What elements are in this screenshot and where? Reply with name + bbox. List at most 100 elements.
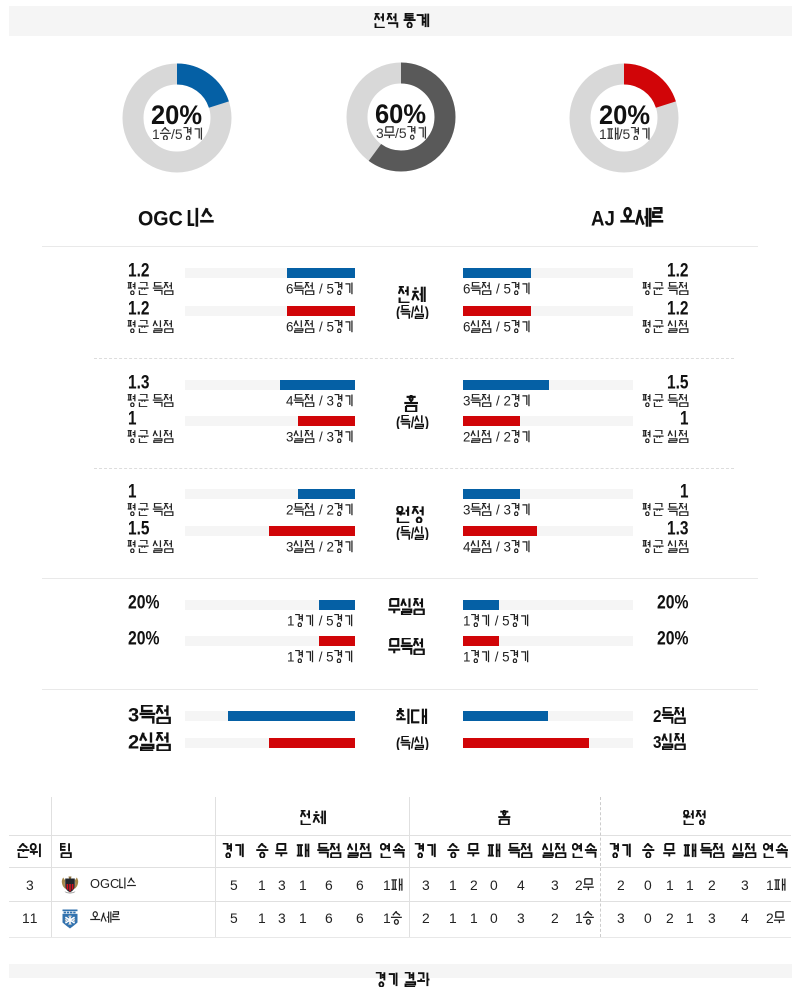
svg-text:%: % — [403, 100, 426, 126]
svg-text:3: 3 — [327, 430, 334, 443]
svg-text:5: 5 — [502, 614, 509, 627]
svg-text:1: 1 — [258, 878, 266, 892]
svg-text:/: / — [410, 736, 414, 750]
svg-text:G: G — [153, 207, 168, 228]
svg-text:5: 5 — [327, 320, 334, 333]
svg-text:4: 4 — [517, 878, 525, 892]
svg-text:5: 5 — [503, 282, 510, 295]
svg-text:%: % — [145, 592, 159, 611]
svg-text:4: 4 — [741, 911, 749, 925]
svg-text:2: 2 — [766, 911, 774, 925]
svg-text:6: 6 — [375, 100, 389, 126]
svg-text:/: / — [319, 503, 323, 516]
svg-text:5: 5 — [502, 650, 509, 663]
svg-text:1: 1 — [686, 911, 694, 925]
svg-text:A: A — [591, 207, 605, 228]
svg-text:6: 6 — [286, 282, 293, 295]
svg-text:(: ( — [396, 415, 401, 429]
svg-text:0: 0 — [389, 100, 403, 126]
svg-text:1: 1 — [667, 298, 676, 317]
svg-text:3: 3 — [503, 503, 510, 516]
svg-text:/: / — [496, 282, 500, 295]
svg-text:1: 1 — [128, 372, 137, 391]
svg-text:3: 3 — [741, 878, 749, 892]
svg-text:2: 2 — [470, 878, 478, 892]
svg-text:1: 1 — [128, 481, 137, 500]
svg-text:1: 1 — [599, 127, 607, 141]
svg-text:5: 5 — [327, 282, 334, 295]
svg-text:/: / — [319, 614, 323, 627]
svg-text:1: 1 — [463, 614, 470, 627]
svg-text:1: 1 — [152, 127, 160, 141]
svg-text:0: 0 — [666, 628, 675, 647]
svg-text:.: . — [676, 372, 680, 391]
svg-text:6: 6 — [356, 911, 364, 925]
svg-text:/: / — [496, 320, 500, 333]
svg-text:0: 0 — [490, 878, 498, 892]
svg-text:/: / — [410, 305, 414, 319]
svg-text:C: C — [169, 207, 183, 228]
svg-text:(: ( — [396, 526, 401, 540]
svg-text:O: O — [138, 207, 153, 228]
svg-text:5: 5 — [141, 518, 150, 537]
svg-text:0: 0 — [644, 878, 652, 892]
svg-text:1: 1 — [299, 878, 307, 892]
svg-text:1: 1 — [128, 260, 137, 279]
svg-text:1: 1 — [449, 911, 457, 925]
svg-text:O: O — [90, 877, 100, 890]
svg-text:3: 3 — [286, 540, 293, 553]
svg-text:1: 1 — [287, 650, 294, 663]
svg-text:2: 2 — [575, 878, 583, 892]
svg-text:.: . — [137, 260, 141, 279]
svg-text:6: 6 — [463, 282, 470, 295]
svg-text:.: . — [137, 518, 141, 537]
svg-text:1: 1 — [128, 408, 137, 427]
svg-text:2: 2 — [657, 592, 666, 611]
svg-text:2: 2 — [503, 430, 510, 443]
svg-text:0: 0 — [666, 592, 675, 611]
svg-text:%: % — [145, 628, 159, 647]
svg-text:1: 1 — [128, 518, 137, 537]
svg-text:0: 0 — [137, 592, 146, 611]
svg-text:1: 1 — [470, 911, 478, 925]
svg-text:2: 2 — [599, 101, 613, 127]
svg-text:): ) — [424, 415, 428, 429]
svg-text:): ) — [424, 736, 428, 750]
svg-text:1: 1 — [575, 911, 583, 925]
svg-text:3: 3 — [680, 518, 689, 537]
svg-text:%: % — [180, 101, 203, 127]
svg-text:1: 1 — [128, 298, 137, 317]
svg-text:3: 3 — [278, 878, 286, 892]
svg-text:3: 3 — [376, 126, 384, 140]
svg-text:3: 3 — [141, 372, 150, 391]
svg-text:6: 6 — [356, 878, 364, 892]
svg-text:2: 2 — [657, 628, 666, 647]
svg-text:.: . — [137, 298, 141, 317]
svg-text:5: 5 — [327, 614, 334, 627]
svg-text:3: 3 — [463, 503, 470, 516]
svg-text:3: 3 — [286, 430, 293, 443]
svg-text:2: 2 — [128, 628, 137, 647]
svg-text:3: 3 — [422, 878, 430, 892]
svg-text:5: 5 — [503, 320, 510, 333]
svg-text:3: 3 — [503, 540, 510, 553]
svg-text:G: G — [100, 877, 110, 890]
svg-text:5: 5 — [230, 911, 238, 925]
svg-text:1: 1 — [383, 911, 391, 925]
svg-text:.: . — [676, 298, 680, 317]
svg-text:2: 2 — [128, 592, 137, 611]
svg-text:6: 6 — [325, 878, 333, 892]
svg-text:2: 2 — [422, 911, 430, 925]
svg-text:0: 0 — [137, 628, 146, 647]
svg-text:2: 2 — [463, 430, 470, 443]
svg-text:/: / — [496, 394, 500, 407]
svg-text:/: / — [319, 650, 323, 663]
svg-text:/: / — [395, 126, 399, 140]
svg-text:1: 1 — [463, 650, 470, 663]
svg-text:%: % — [674, 628, 688, 647]
svg-text:2: 2 — [666, 911, 674, 925]
svg-text:0: 0 — [613, 101, 627, 127]
svg-text:2: 2 — [128, 732, 139, 751]
svg-text:/: / — [171, 127, 175, 141]
svg-text:1: 1 — [287, 614, 294, 627]
